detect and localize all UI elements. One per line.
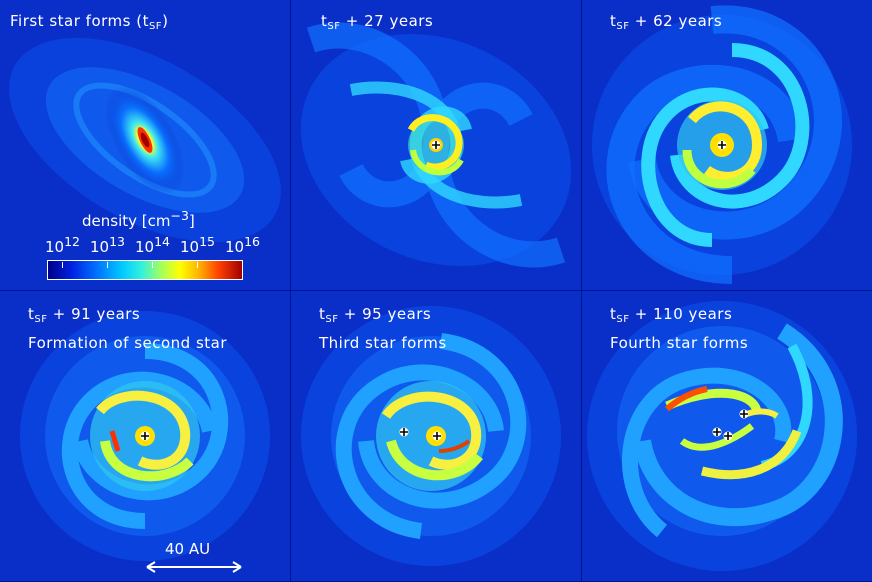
colorbar-gradient (47, 260, 243, 280)
colorbar-tickmark (197, 262, 198, 268)
panel-6-event-label: Fourth star forms (610, 334, 749, 352)
star-marker-icon (739, 409, 749, 419)
scale-bar-arrow (146, 561, 242, 573)
colorbar-tickmark (107, 262, 108, 268)
density-map-3 (582, 0, 872, 290)
colorbar-title: density [cm−3] (82, 208, 195, 230)
colorbar-tick-label: 1016 (225, 234, 260, 256)
colorbar-tick-label: 1012 (45, 234, 80, 256)
star-marker-icon (431, 140, 441, 150)
star-marker-icon (432, 431, 442, 441)
star-marker-icon (399, 427, 409, 437)
star-marker-icon (712, 427, 722, 437)
panel-3-time-label: tSF + 62 years (610, 12, 723, 32)
panel-1-time-label: First star forms (tSF) (10, 12, 169, 32)
panel-5-event-label: Third star forms (319, 334, 447, 352)
panel-6-time-label: tSF + 110 years (610, 305, 733, 325)
density-map-2 (291, 0, 581, 290)
panel-4-time-label: tSF + 91 years (28, 305, 141, 325)
panel-first-star: First star forms (tSF) density [cm−3] 10… (0, 0, 290, 290)
density-map-1 (0, 0, 290, 290)
density-map-5 (291, 291, 581, 581)
colorbar-tick-label: 1013 (90, 234, 125, 256)
colorbar-tick-label: 1014 (135, 234, 170, 256)
colorbar-tickmark (62, 262, 63, 268)
panel-62-years: tSF + 62 years (582, 0, 872, 290)
panel-27-years: tSF + 27 years (291, 0, 581, 290)
star-marker-icon (717, 140, 727, 150)
star-marker-icon (140, 431, 150, 441)
star-marker-icon (723, 431, 733, 441)
panel-5-time-label: tSF + 95 years (319, 305, 432, 325)
colorbar-tickmark (152, 262, 153, 268)
scale-bar-label: 40 AU (165, 540, 211, 558)
colorbar-tick-label: 1015 (180, 234, 215, 256)
density-map-6 (582, 291, 872, 581)
panel-95-years: tSF + 95 years Third star forms (291, 291, 581, 581)
panel-110-years: tSF + 110 years Fourth star forms (582, 291, 872, 581)
panel-4-event-label: Formation of second star (28, 334, 228, 352)
panel-91-years: tSF + 91 years Formation of second star … (0, 291, 290, 581)
panel-2-time-label: tSF + 27 years (321, 12, 434, 32)
